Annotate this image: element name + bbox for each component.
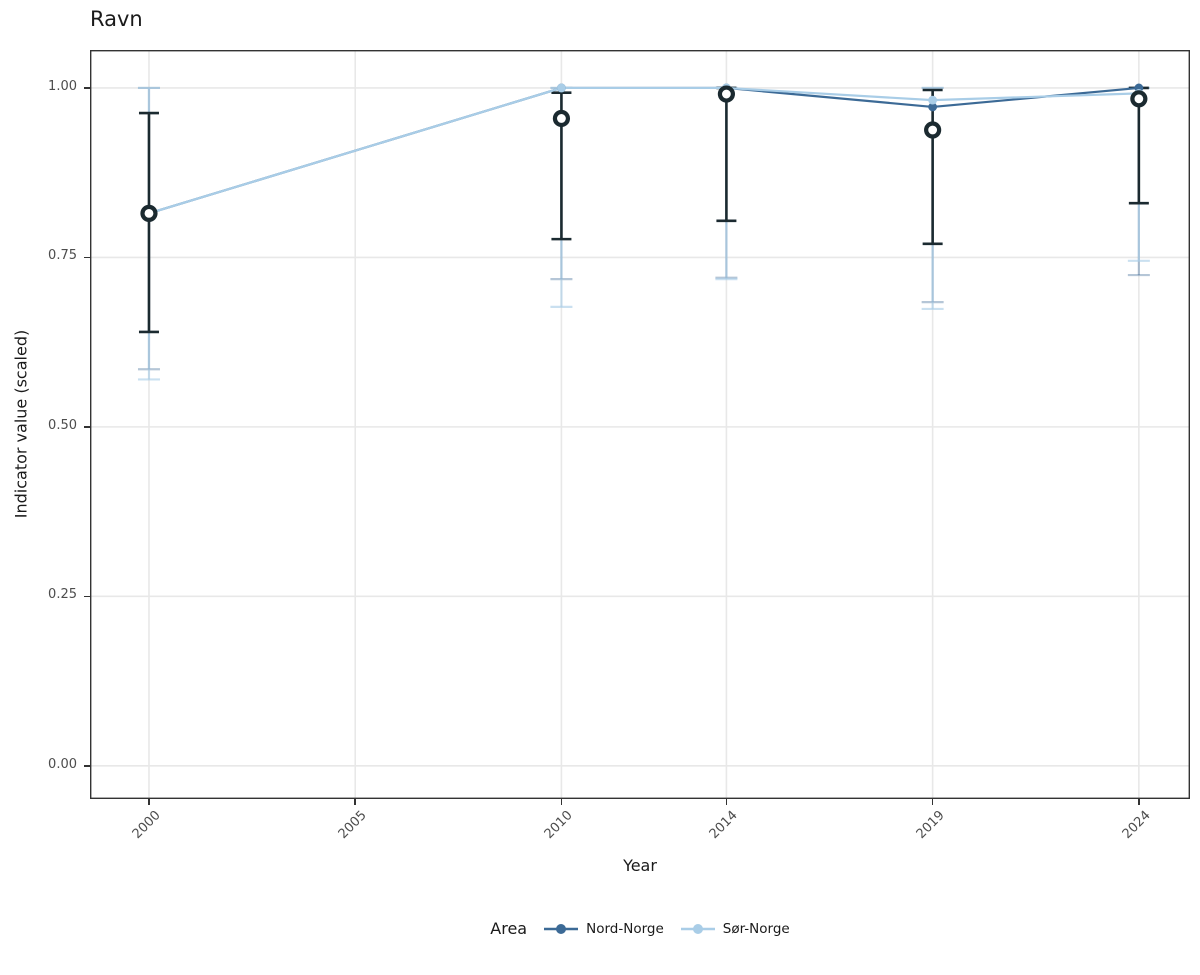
- y-tick-mark: [84, 595, 90, 598]
- sør-norge-line: [148, 86, 1139, 215]
- x-tick-mark: [560, 799, 563, 805]
- x-tick-mark: [148, 799, 150, 805]
- legend-label-sor-norge: Sør-Norge: [722, 920, 790, 937]
- chart-title: Ravn: [90, 7, 143, 31]
- y-tick-mark: [84, 87, 90, 89]
- legend: Area Nord-Norge Sør-Norge: [90, 919, 1190, 938]
- x-tick-label: 2005: [335, 808, 370, 843]
- point-estimate-circle: [1130, 90, 1148, 108]
- x-tick-mark: [931, 799, 934, 805]
- y-tick-label: 1.00: [48, 78, 77, 94]
- y-tick-mark: [84, 256, 90, 259]
- y-tick-label: 0.75: [48, 248, 77, 264]
- plot-panel: [90, 50, 1190, 799]
- x-tick-mark: [1138, 799, 1140, 805]
- y-tick-label: 0.50: [48, 417, 77, 433]
- x-tick-label: 2024: [1119, 808, 1154, 843]
- x-tick-label: 2000: [129, 808, 164, 843]
- y-tick-label: 0.25: [48, 587, 77, 603]
- x-tick-label: 2010: [542, 808, 577, 843]
- x-axis-title: Year: [623, 856, 657, 875]
- plot-svg: [90, 50, 1190, 799]
- point-estimate-circle: [924, 121, 942, 139]
- y-tick-mark: [84, 765, 90, 767]
- legend-title: Area: [490, 919, 528, 938]
- sør-norge-point: [557, 83, 566, 93]
- y-axis-title: Indicator value (scaled): [11, 329, 31, 519]
- x-tick-mark: [354, 799, 356, 805]
- x-tick-label: 2014: [707, 808, 742, 843]
- legend-item-sor-norge: Sør-Norge: [680, 920, 790, 938]
- nord-norge-line: [148, 86, 1139, 215]
- sør-norge-point: [928, 95, 938, 105]
- y-tick-mark: [84, 426, 90, 428]
- y-tick-label: 0.00: [48, 756, 77, 772]
- legend-item-nord-norge: Nord-Norge: [543, 920, 664, 938]
- panel-border: [90, 50, 1190, 799]
- legend-label-nord-norge: Nord-Norge: [586, 920, 664, 937]
- point-estimate-circle: [552, 109, 571, 128]
- point-estimate-circle: [140, 204, 158, 222]
- nord-norge-point: [928, 102, 938, 112]
- x-tick-mark: [725, 799, 728, 805]
- nord-norge-key-icon: [544, 923, 579, 934]
- point-estimate-circle: [717, 85, 736, 103]
- x-tick-label: 2019: [913, 808, 948, 843]
- sor-norge-key-icon: [680, 923, 715, 934]
